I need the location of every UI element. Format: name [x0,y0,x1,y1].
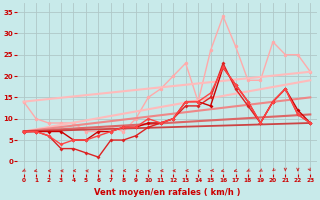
X-axis label: Vent moyen/en rafales ( km/h ): Vent moyen/en rafales ( km/h ) [94,188,240,197]
